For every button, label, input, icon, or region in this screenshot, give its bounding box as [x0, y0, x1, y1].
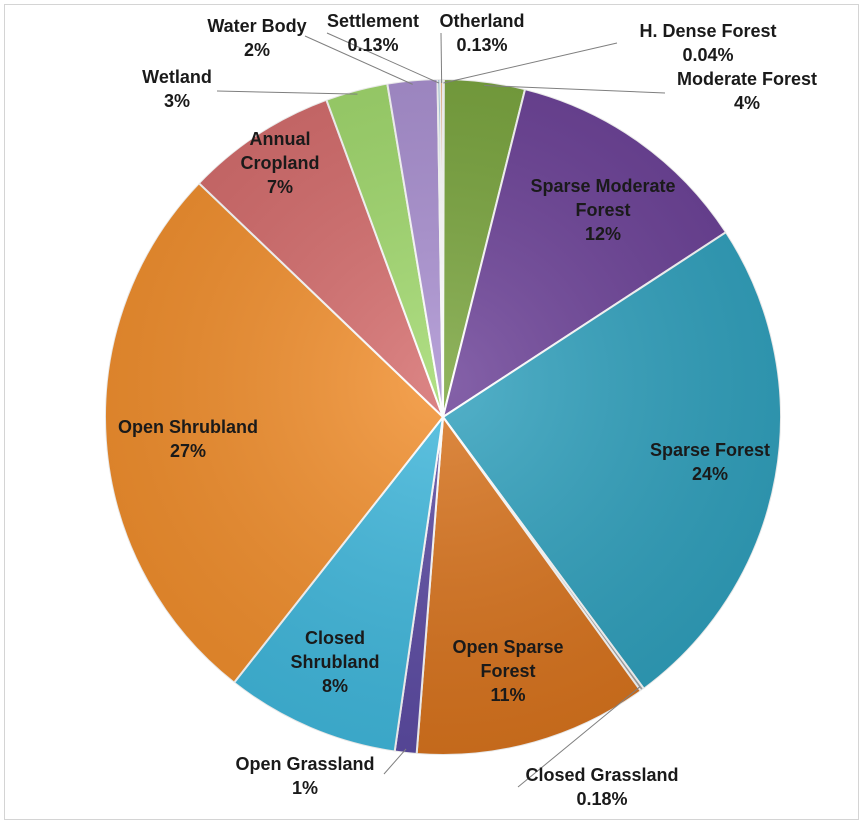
leader-line-wetland: [216, 90, 358, 95]
slice-label-annual-cropland: Annual Cropland 7%: [241, 129, 320, 197]
slice-name: Cropland: [241, 153, 320, 173]
slice-name: Open Shrubland: [118, 417, 258, 437]
leader-line-water-body: [304, 35, 413, 85]
slice-label-water-body: Water Body 2%: [207, 16, 306, 60]
slice-label-sparse-forest: Sparse Forest 24%: [650, 440, 770, 484]
slice-label-sparse-moderate-forest: Sparse Moderate Forest 12%: [530, 176, 675, 244]
slice-name: Sparse Moderate: [530, 176, 675, 196]
slice-percent: 0.13%: [456, 35, 507, 55]
leader-line-h-dense-forest: [443, 42, 618, 84]
slice-percent: 1%: [292, 778, 318, 798]
slice-name: Wetland: [142, 67, 212, 87]
slice-percent: 8%: [322, 676, 348, 696]
leader-line-settlement: [326, 32, 440, 84]
slice-name: Open Grassland: [235, 754, 374, 774]
slice-label-closed-grassland: Closed Grassland 0.18%: [525, 765, 678, 809]
slice-label-h-dense-forest: H. Dense Forest 0.04%: [639, 21, 776, 65]
leader-line-closed-grassland: [517, 686, 641, 788]
slice-percent: 4%: [734, 93, 760, 113]
leader-line-moderate-forest: [484, 85, 666, 94]
slice-percent: 7%: [267, 177, 293, 197]
slice-percent: 11%: [490, 685, 525, 705]
slice-percent: 2%: [244, 40, 270, 60]
slice-name: Annual: [250, 129, 311, 149]
slice-name: H. Dense Forest: [639, 21, 776, 41]
slice-percent: 0.13%: [347, 35, 398, 55]
pie-chart: H. Dense Forest 0.04% Moderate Forest 4% Spa…: [104, 11, 817, 809]
slice-percent: 0.18%: [576, 789, 627, 809]
slice-percent: 0.04%: [682, 45, 733, 65]
slice-label-moderate-forest: Moderate Forest 4%: [677, 69, 817, 113]
slice-label-open-sparse-forest: Open Sparse Forest 11%: [452, 637, 563, 705]
slice-label-open-shrubland: Open Shrubland 27%: [118, 417, 258, 461]
leader-line-otherland: [440, 32, 443, 84]
chart-frame: H. Dense Forest 0.04% Moderate Forest 4% Spa…: [4, 4, 859, 820]
slice-name: Water Body: [207, 16, 306, 36]
slice-name: Forest: [480, 661, 535, 681]
slice-name: Closed Grassland: [525, 765, 678, 785]
slice-percent: 3%: [164, 91, 190, 111]
slice-name: Otherland: [439, 11, 524, 31]
leader-line-open-grassland: [383, 748, 407, 775]
leader-lines: [216, 32, 666, 788]
slice-labels: H. Dense Forest 0.04% Moderate Forest 4% Spa…: [118, 11, 817, 809]
slice-percent: 12%: [585, 224, 621, 244]
slice-percent: 27%: [170, 441, 206, 461]
slice-label-closed-shrubland: Closed Shrubland 8%: [291, 628, 380, 696]
slice-name: Sparse Forest: [650, 440, 770, 460]
slice-name: Open Sparse: [452, 637, 563, 657]
slice-name: Forest: [575, 200, 630, 220]
slice-name: Shrubland: [291, 652, 380, 672]
slice-label-wetland: Wetland 3%: [142, 67, 212, 111]
slice-label-open-grassland: Open Grassland 1%: [235, 754, 374, 798]
slice-label-settlement: Settlement 0.13%: [327, 11, 419, 55]
slice-percent: 24%: [692, 464, 728, 484]
slice-name: Closed: [305, 628, 365, 648]
slice-name: Moderate Forest: [677, 69, 817, 89]
slice-label-otherland: Otherland 0.13%: [439, 11, 524, 55]
slice-name: Settlement: [327, 11, 419, 31]
